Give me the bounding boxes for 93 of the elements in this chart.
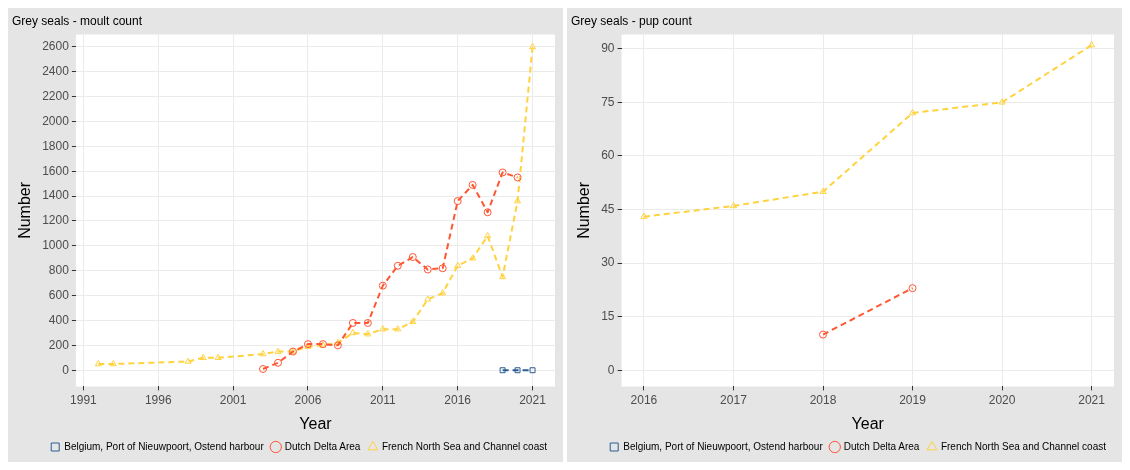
chart-title: Grey seals - pup count	[571, 13, 693, 28]
point	[408, 253, 417, 262]
point	[529, 42, 537, 50]
point	[334, 338, 342, 346]
point	[274, 347, 282, 354]
x-tick-label: 2021	[519, 392, 547, 407]
y-axis-title: Number	[575, 181, 593, 239]
legend-label: French North Sea and Channel coast	[940, 440, 1107, 452]
x-axis-title: Year	[299, 414, 333, 432]
legend-label: Dutch Delta Area	[284, 440, 361, 452]
point	[514, 367, 521, 374]
point	[274, 358, 283, 367]
y-tick-label: 75	[601, 94, 615, 109]
point	[438, 264, 447, 273]
point	[468, 180, 477, 189]
y-axis-title: Number	[16, 181, 34, 239]
y-tick-label: 15	[601, 309, 615, 324]
point	[364, 330, 372, 337]
point	[483, 208, 492, 217]
y-tick-label: 2000	[42, 113, 70, 128]
chart-title: Grey seals - moult count	[12, 13, 143, 28]
point	[529, 367, 536, 374]
y-tick-label: 600	[48, 287, 70, 302]
point	[259, 350, 267, 357]
point	[729, 201, 737, 209]
point	[333, 341, 342, 350]
point	[214, 353, 222, 361]
y-tick-label: 2400	[42, 64, 70, 79]
point	[819, 330, 828, 339]
x-tick-label: 2018	[809, 392, 837, 407]
y-tick-label: 1800	[42, 138, 70, 153]
point	[394, 325, 402, 332]
y-tick-label: 30	[601, 255, 615, 270]
point	[908, 284, 917, 293]
y-tick-label: 1600	[42, 163, 70, 178]
point	[998, 98, 1006, 105]
x-tick-label: 2021	[1078, 392, 1106, 407]
legend-label: Belgium, Port of Nieuwpoort, Ostend harbour	[623, 440, 824, 452]
point	[499, 367, 506, 374]
y-tick-label: 2200	[42, 88, 70, 103]
legend-label: Dutch Delta Area	[843, 440, 920, 452]
y-tick-label: 90	[601, 41, 615, 56]
point	[498, 168, 507, 177]
point	[409, 317, 417, 324]
x-axis-title: Year	[851, 414, 885, 432]
point	[423, 265, 432, 274]
y-tick-label: 1000	[42, 238, 70, 253]
point	[379, 325, 387, 332]
y-tick-label: 200	[48, 337, 70, 352]
x-tick-label: 2016	[444, 392, 472, 407]
y-tick-label: 45	[601, 201, 615, 216]
y-tick-label: 1200	[42, 213, 70, 228]
point	[1088, 41, 1096, 48]
point	[453, 197, 462, 206]
point	[439, 289, 447, 296]
point	[184, 357, 192, 364]
x-tick-label: 2016	[630, 392, 658, 407]
point	[514, 197, 522, 204]
x-tick-label: 2011	[369, 392, 397, 407]
x-tick-label: 2017	[720, 392, 748, 407]
x-tick-label: 2020	[988, 392, 1016, 407]
y-tick-label: 2600	[42, 39, 70, 54]
y-tick-label: 1400	[42, 188, 70, 203]
x-tick-label: 2019	[899, 392, 927, 407]
point	[349, 328, 357, 336]
point	[348, 318, 357, 327]
point	[424, 295, 432, 302]
point	[909, 109, 917, 116]
legend-label: Belgium, Port of Nieuwpoort, Ostend harbour	[64, 440, 265, 452]
x-tick-label: 1991	[70, 392, 98, 407]
point	[513, 173, 522, 182]
point	[109, 360, 117, 367]
point	[199, 353, 207, 361]
point	[819, 187, 827, 194]
y-tick-label: 60	[601, 148, 615, 163]
point	[393, 261, 402, 270]
y-tick-label: 800	[48, 263, 70, 278]
y-tick-label: 0	[607, 362, 615, 377]
point	[259, 364, 268, 373]
point	[378, 281, 387, 290]
x-tick-label: 2001	[219, 392, 247, 407]
point	[94, 360, 102, 367]
x-tick-label: 1996	[144, 392, 172, 407]
point	[469, 254, 477, 261]
x-tick-label: 2006	[294, 392, 322, 407]
legend-label: French North Sea and Channel coast	[381, 440, 548, 452]
y-tick-label: 0	[62, 362, 70, 377]
point	[640, 212, 648, 219]
point	[454, 261, 462, 268]
y-tick-label: 400	[48, 312, 70, 327]
point	[363, 318, 372, 327]
point	[499, 272, 507, 280]
point	[484, 231, 492, 239]
